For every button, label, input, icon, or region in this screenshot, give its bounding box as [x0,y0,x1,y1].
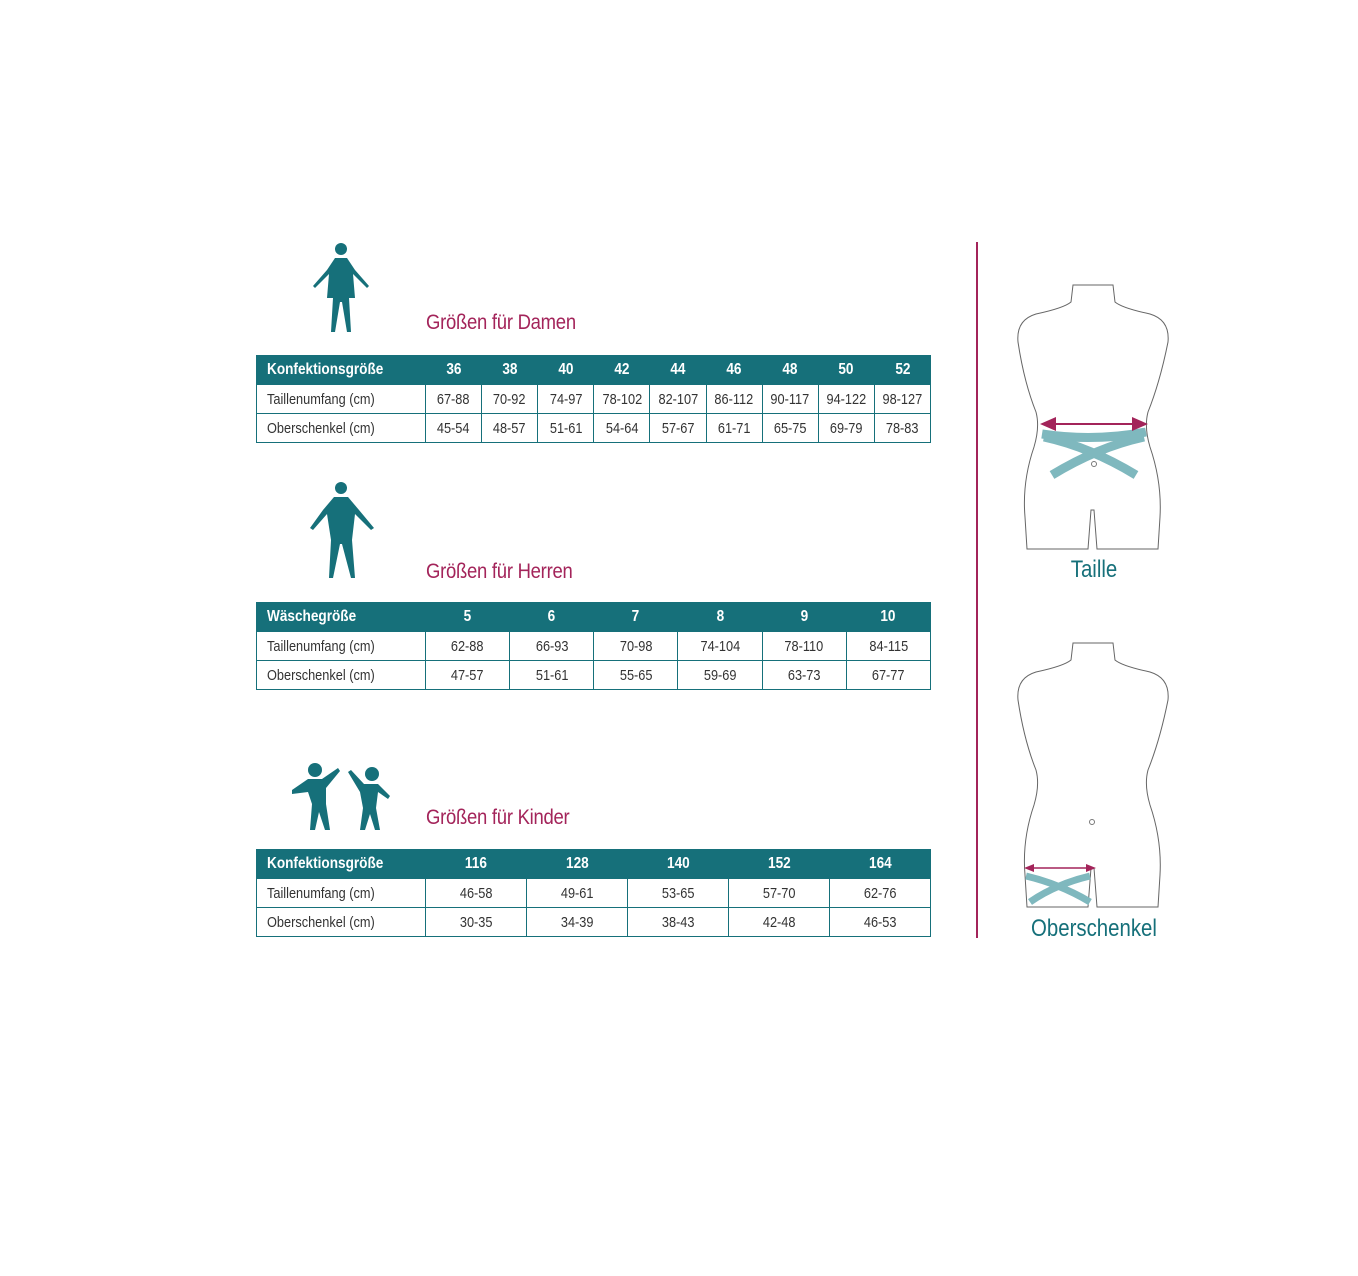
header-cell: 9 [800,608,808,625]
cell: 70-98 [619,637,653,655]
cell: 62-88 [451,637,484,655]
table-row: Taillenumfang (cm) 62-88 66-93 70-98 74-… [256,631,932,661]
header-cell: 36 [445,361,462,378]
header-cell: 48 [782,361,798,378]
cell: 59-69 [703,666,737,684]
cell: 62-76 [863,884,897,902]
header-cell: 42 [614,361,630,378]
table-row: Taillenumfang (cm) 67-88 70-92 74-97 78-… [256,384,932,414]
cell: 90-117 [770,390,810,408]
header-cell: 140 [666,855,690,872]
cell: 49-61 [560,884,594,902]
cell: 53-65 [661,884,695,902]
cell: 78-102 [602,390,642,408]
cell: 57-67 [661,419,695,437]
cell: 78-83 [886,419,919,437]
header-cell: 44 [670,361,686,378]
header-cell: Konfektionsgröße [267,361,384,378]
width-arrow-icon [1024,864,1096,872]
tape-measure-icon [1041,427,1147,479]
cell: 67-88 [437,390,470,408]
header-cell: 46 [726,361,742,378]
cell: 69-79 [830,419,863,437]
row-label: Oberschenkel (cm) [267,913,375,931]
header-cell: 128 [565,855,589,872]
header-cell: 152 [767,855,791,872]
cell: 86-112 [714,390,754,408]
cell: 82-107 [658,390,698,408]
cell: 48-57 [493,419,526,437]
header-cell: 40 [558,361,574,378]
cell: 54-64 [605,419,639,437]
waist-caption: Taille [1070,556,1118,583]
cell: 57-70 [762,884,796,902]
cell: 74-97 [549,390,583,408]
cell: 63-73 [787,666,821,684]
table-header-row: Konfektionsgröße 36 38 40 42 44 46 48 50… [256,355,932,385]
damen-size-table: Konfektionsgröße 36 38 40 42 44 46 48 50… [256,355,932,443]
header-cell: Konfektionsgröße [267,855,384,872]
cell: 46-53 [863,913,897,931]
damen-title: Größen für Damen [426,311,576,334]
thigh-caption: Oberschenkel [1031,915,1157,942]
herren-title: Größen für Herren [426,560,573,583]
table-row: Oberschenkel (cm) 47-57 51-61 55-65 59-6… [256,660,932,690]
cell: 61-71 [717,419,751,437]
vertical-divider [976,242,978,938]
cell: 46-58 [459,884,493,902]
table-row: Oberschenkel (cm) 45-54 48-57 51-61 54-6… [256,413,932,443]
header-cell: 6 [547,608,556,625]
row-label: Taillenumfang (cm) [267,390,375,408]
waist-measure-figure [1017,284,1169,550]
header-cell: Wäschegröße [267,608,357,625]
cell: 42-48 [762,913,796,931]
header-cell: 38 [502,361,518,378]
row-label: Oberschenkel (cm) [267,419,375,437]
table-row: Taillenumfang (cm) 46-58 49-61 53-65 57-… [256,878,931,908]
cell: 51-61 [535,666,569,684]
woman-icon [313,243,369,332]
cell: 30-35 [459,913,493,931]
row-label: Taillenumfang (cm) [267,884,375,902]
cell: 94-122 [826,390,867,408]
cell: 84-115 [869,637,908,655]
cell: 67-77 [872,666,905,684]
man-icon [310,482,374,578]
row-label: Taillenumfang (cm) [267,637,375,655]
cell: 70-92 [493,390,526,408]
header-cell: 10 [880,608,896,625]
header-cell: 50 [838,361,854,378]
header-cell: 5 [463,608,472,625]
cell: 47-57 [451,666,484,684]
cell: 38-43 [661,913,695,931]
table-header-row: Konfektionsgröße 116 128 140 152 164 [256,849,931,879]
header-cell: 52 [894,361,910,378]
cell: 65-75 [773,419,807,437]
cell: 51-61 [549,419,583,437]
kinder-size-table: Konfektionsgröße 116 128 140 152 164 Tai… [256,849,931,937]
herren-size-table: Wäschegröße 5 6 7 8 9 10 Taillenumfang (… [256,602,932,690]
thigh-measure-figure [1017,642,1169,908]
kinder-title: Größen für Kinder [426,806,570,829]
tape-measure-icon [1025,872,1092,906]
cell: 98-127 [882,390,923,408]
header-cell: 116 [465,855,487,872]
cell: 34-39 [560,913,594,931]
cell: 55-65 [619,666,653,684]
row-label: Oberschenkel (cm) [267,666,375,684]
cell: 45-54 [437,419,470,437]
table-row: Oberschenkel (cm) 30-35 34-39 38-43 42-4… [256,907,931,937]
cell: 74-104 [700,637,740,655]
cell: 78-110 [784,637,824,655]
header-cell: 164 [868,855,892,872]
header-cell: 7 [632,608,640,625]
width-arrow-icon [1040,417,1148,431]
children-icon [292,763,390,830]
table-header-row: Wäschegröße 5 6 7 8 9 10 [256,602,932,632]
header-cell: 8 [716,608,724,625]
cell: 66-93 [535,637,569,655]
